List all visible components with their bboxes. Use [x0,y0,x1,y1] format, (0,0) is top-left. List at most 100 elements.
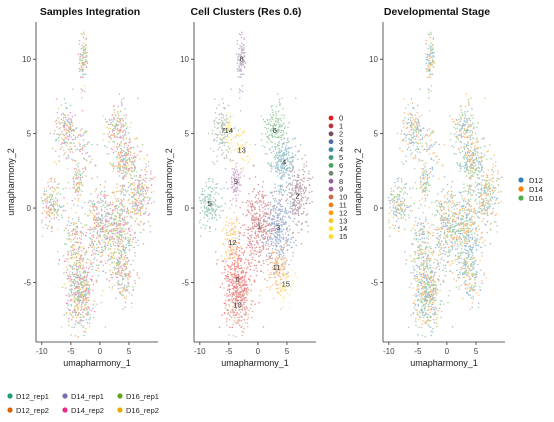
data-point [228,142,231,144]
data-point [274,117,277,119]
data-point [286,273,289,275]
data-point [218,133,220,136]
data-point [130,182,132,184]
data-point [98,270,100,272]
data-point [113,141,115,143]
data-point [219,142,222,144]
data-point [303,163,305,165]
data-point [77,283,79,286]
data-point [113,127,115,130]
data-point [77,250,79,253]
data-point [140,206,143,208]
data-point [231,308,234,310]
data-point [75,211,77,214]
data-point [74,198,76,200]
data-point [288,122,290,124]
data-point [107,128,110,130]
data-point [122,123,125,126]
data-point [73,308,76,310]
data-point [74,173,76,176]
data-point [113,266,115,269]
data-point [277,224,279,226]
data-point [218,206,220,209]
data-point [139,176,142,178]
data-point [83,280,85,282]
data-point [279,240,282,242]
data-point [88,209,91,212]
data-point [224,142,226,144]
data-point [107,240,109,243]
data-point [120,149,123,151]
data-point [218,326,221,328]
data-point [252,190,254,193]
data-point [91,265,94,267]
data-point [45,216,48,219]
data-point [226,264,229,267]
data-point [251,202,254,205]
data-point [126,289,128,292]
data-point [259,230,261,233]
data-point [132,184,134,186]
data-point [233,269,236,271]
data-point [281,124,284,127]
data-point [78,294,80,296]
data-point [238,66,241,69]
data-point [232,136,235,139]
data-point [82,226,84,229]
data-point [109,119,111,122]
data-point [283,257,285,260]
data-point [287,183,290,186]
data-point [233,168,235,170]
data-point [269,201,272,204]
data-point [273,251,276,253]
data-point [81,206,83,209]
data-point [250,208,253,211]
data-point [270,120,272,122]
data-point [121,199,123,201]
data-point [45,190,48,192]
data-point [206,201,209,203]
data-point [234,271,237,273]
data-point [283,127,286,130]
data-point [65,287,67,289]
data-point [214,193,216,195]
data-point [133,152,136,154]
data-point [112,273,115,276]
data-point [264,121,267,123]
data-point [116,208,118,210]
data-point [75,184,77,187]
data-point [278,191,281,193]
data-point [78,312,80,315]
data-point [280,230,283,233]
data-point [108,224,111,227]
data-point [63,98,66,100]
data-point [106,235,109,238]
data-point [131,177,134,180]
data-point [243,276,245,279]
data-point [68,234,70,237]
data-point [66,129,68,131]
data-point [133,192,135,194]
data-point [140,179,142,181]
data-point [290,170,292,173]
data-point [273,165,275,168]
data-point [99,198,102,200]
data-point [73,248,76,251]
data-point [82,264,84,267]
data-point [115,262,118,265]
data-point [121,286,124,289]
data-point [81,172,83,175]
data-point [91,240,94,243]
data-point [223,287,225,289]
data-point [204,197,206,200]
data-point [74,305,76,308]
data-point [223,271,226,274]
data-point [131,294,133,296]
data-point [99,233,101,236]
data-point [139,221,142,223]
data-point [249,238,251,241]
data-point [59,122,62,124]
data-point [100,222,102,225]
data-point [288,191,290,194]
data-point [97,216,100,218]
